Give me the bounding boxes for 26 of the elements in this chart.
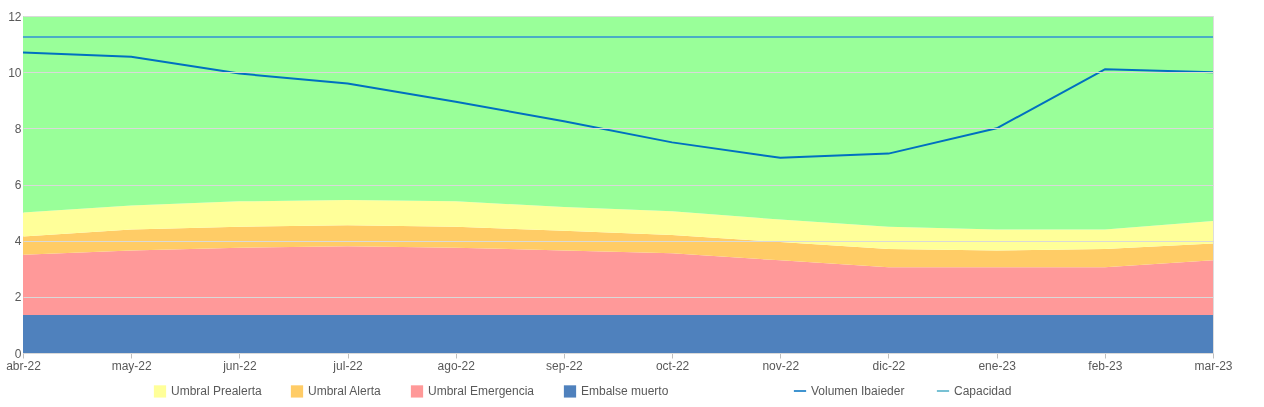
x-tick-label: jul-22 [332, 358, 364, 373]
legend-label: Embalse muerto [581, 384, 669, 399]
y-tick-label: 0 [14, 346, 22, 361]
y-tick-label: 2 [14, 290, 22, 305]
y-tick-label: 12 [8, 9, 22, 24]
y-tick-label: 6 [14, 178, 22, 192]
x-tick-label: oct-22 [655, 358, 690, 373]
x-tick-label: ene-23 [978, 358, 1017, 373]
x-tick-label: mar-23 [1194, 358, 1233, 373]
line-series [22, 51, 1214, 159]
legend-label: Volumen Ibaieder [811, 384, 905, 398]
y-tick-label: 8 [14, 121, 22, 136]
legend-label: Umbral Alerta [308, 384, 382, 399]
x-tick-label: ago-22 [437, 358, 476, 373]
y-tick-label: 10 [8, 65, 22, 80]
legend-label: Capacidad [954, 384, 1012, 398]
x-tick-label: sep-22 [546, 358, 584, 373]
x-tick-label: feb-23 [1088, 358, 1123, 373]
x-tick-label: dic-22 [872, 358, 906, 373]
x-tick-label: nov-22 [762, 358, 800, 373]
y-tick-label: 4 [14, 234, 22, 249]
x-tick-label: may-22 [111, 358, 153, 373]
legend-label: Umbral Emergencia [428, 384, 535, 399]
x-tick-label: abr-22 [6, 358, 42, 373]
legend-label: Umbral Prealerta [171, 384, 263, 399]
x-tick-label: jun-22 [222, 358, 257, 373]
